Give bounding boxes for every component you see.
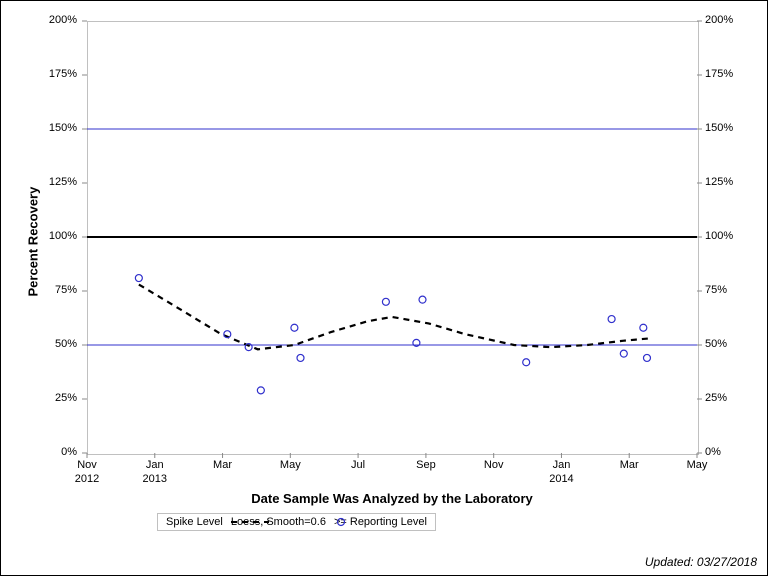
x-tick-label: Nov: [474, 459, 514, 471]
footnote: Updated: 03/27/2018: [645, 555, 757, 569]
y-tick-label: 100%: [49, 230, 77, 242]
y-tick-label: 50%: [55, 338, 77, 350]
y-tick-label-right: 0%: [705, 446, 721, 458]
y-tick-label-right: 75%: [705, 284, 727, 296]
x-tick-label: May: [677, 459, 717, 471]
y-tick-label-right: 25%: [705, 392, 727, 404]
y-tick-label: 75%: [55, 284, 77, 296]
y-tick-label: 175%: [49, 68, 77, 80]
x-tick-label-year: 2014: [541, 473, 581, 485]
y-tick-label: 0%: [61, 446, 77, 458]
chart-container: Percent Recovery Date Sample Was Analyze…: [0, 0, 768, 576]
legend-item-loess: Loess, Smooth=0.6: [231, 516, 326, 528]
x-tick-label: Sep: [406, 459, 446, 471]
y-tick-label-right: 50%: [705, 338, 727, 350]
y-tick-label: 200%: [49, 14, 77, 26]
x-tick-label: Mar: [609, 459, 649, 471]
y-tick-label-right: 175%: [705, 68, 733, 80]
x-axis-label: Date Sample Was Analyzed by the Laborato…: [87, 491, 697, 506]
x-tick-label: Nov: [67, 459, 107, 471]
x-tick-label-year: 2012: [67, 473, 107, 485]
x-tick-label: Jan: [541, 459, 581, 471]
x-tick-label: Jan: [135, 459, 175, 471]
legend-title: Spike Level: [166, 516, 223, 528]
x-tick-label: Mar: [203, 459, 243, 471]
y-tick-label-right: 200%: [705, 14, 733, 26]
y-tick-label-right: 100%: [705, 230, 733, 242]
circle-marker-icon: [334, 517, 348, 527]
legend: Spike Level Loess, Smooth=0.6 >= Reporti…: [157, 513, 436, 531]
y-tick-label-right: 125%: [705, 176, 733, 188]
x-tick-label: May: [270, 459, 310, 471]
x-tick-label-year: 2013: [135, 473, 175, 485]
y-tick-label: 25%: [55, 392, 77, 404]
x-tick-label: Jul: [338, 459, 378, 471]
legend-item-marker: >= Reporting Level: [334, 516, 427, 528]
y-tick-label: 125%: [49, 176, 77, 188]
line-dash-icon: [231, 517, 269, 527]
y-tick-label: 150%: [49, 122, 77, 134]
y-tick-label-right: 150%: [705, 122, 733, 134]
